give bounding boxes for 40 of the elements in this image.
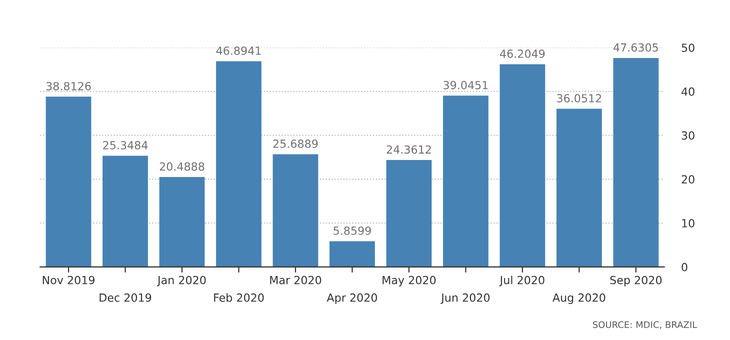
- data-label: 38.8126: [46, 82, 91, 90]
- y-tick-label: 40: [682, 87, 694, 96]
- bar: [613, 58, 659, 267]
- x-tick-label: Jul 2020: [499, 276, 544, 286]
- bar: [216, 61, 262, 267]
- x-tick-label: Jan 2020: [156, 276, 206, 286]
- y-tick-label: 20: [682, 175, 694, 184]
- bar: [386, 160, 432, 267]
- data-label: 24.3612: [386, 145, 431, 154]
- data-label: 5.8599: [334, 226, 371, 235]
- data-label: 25.6889: [273, 140, 318, 148]
- y-tick-label: 30: [682, 131, 694, 140]
- y-tick-label: 50: [682, 44, 694, 52]
- x-tick-label: Dec 2019: [100, 293, 152, 302]
- data-label: 20.4888: [160, 162, 204, 171]
- data-label: 47.6305: [614, 43, 658, 52]
- data-label: 46.2049: [500, 50, 545, 58]
- x-tick-label: Nov 2019: [42, 276, 94, 284]
- bar: [556, 108, 602, 267]
- bar: [159, 177, 205, 267]
- y-tick-label: 0: [682, 262, 688, 272]
- data-label: 46.8941: [216, 46, 261, 55]
- bar: [500, 64, 546, 267]
- bar: [102, 156, 148, 267]
- x-tick-label: Sep 2020: [610, 276, 662, 286]
- data-label: 36.0512: [557, 94, 602, 102]
- data-label: 25.3484: [103, 141, 148, 150]
- x-tick-label: Mar 2020: [270, 276, 322, 284]
- x-tick-label: Aug 2020: [552, 293, 606, 304]
- x-tick-label: May 2020: [382, 276, 436, 286]
- y-tick-label: 10: [682, 219, 694, 228]
- bar: [443, 96, 488, 267]
- bar: [330, 241, 375, 267]
- data-label: 39.0451: [444, 80, 488, 90]
- source-note: SOURCE: MDIC, BRAZIL: [592, 321, 698, 329]
- bar: [272, 154, 318, 267]
- x-tick-label: Jun 2020: [440, 293, 490, 304]
- x-tick-label: Apr 2020: [326, 293, 378, 304]
- bar: [46, 96, 92, 267]
- x-tick-label: Feb 2020: [214, 293, 264, 302]
